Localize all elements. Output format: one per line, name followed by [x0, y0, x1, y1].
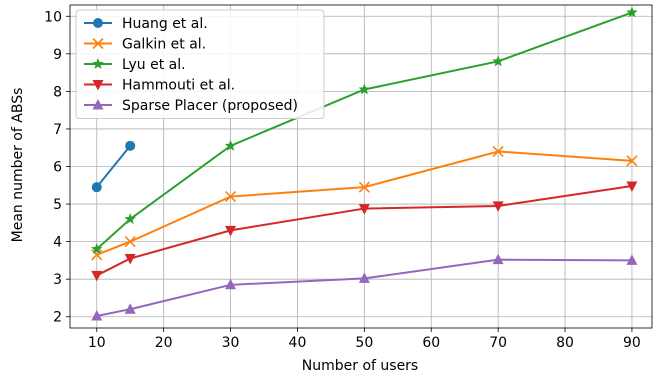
data-point	[124, 213, 136, 224]
legend-box	[75, 9, 325, 119]
data-point	[91, 182, 102, 193]
legend-label: Hammouti et al.	[122, 78, 235, 94]
y-tick-label: 3	[53, 272, 62, 288]
series-line	[96, 150, 633, 256]
legend-entry: Sparse Placer (proposed)	[84, 98, 298, 114]
data-point	[225, 278, 237, 290]
data-point	[492, 201, 504, 212]
x-tick-label: 30	[222, 335, 240, 351]
data-point	[358, 272, 370, 283]
data-point	[224, 190, 237, 203]
data-point	[358, 204, 370, 215]
y-tick-label: 4	[53, 235, 62, 251]
y-axis-ticks: 2 3 4 5 6 7 8 9 10	[44, 9, 70, 326]
data-point	[93, 18, 103, 28]
marker-stroke	[92, 37, 104, 50]
data-point	[92, 99, 104, 110]
y-tick-label: 5	[53, 197, 62, 213]
x-axis-label: Number of users	[302, 358, 418, 374]
data-point	[92, 80, 104, 91]
y-tick-label: 2	[53, 310, 62, 326]
legend-label: Sparse Placer (proposed)	[122, 98, 298, 114]
plot-frame	[69, 4, 653, 329]
series-line	[96, 185, 633, 277]
marker-stroke	[224, 190, 237, 203]
data-point	[124, 236, 136, 248]
data-point	[358, 181, 370, 193]
marker-stroke	[492, 145, 504, 158]
marker-stroke	[626, 155, 638, 167]
data-point	[124, 303, 136, 314]
y-tick-label: 10	[44, 9, 62, 25]
series-line	[96, 258, 632, 317]
data-point	[626, 6, 638, 18]
data-point	[125, 140, 136, 151]
x-tick-label: 80	[556, 335, 574, 351]
legend-label: Galkin et al.	[122, 37, 206, 53]
data-point	[91, 243, 103, 254]
series-sparse-placer-proposed	[91, 253, 638, 321]
y-tick-label: 9	[53, 47, 62, 63]
data-point	[626, 181, 638, 193]
legend-label: Huang et al.	[122, 16, 208, 32]
data-point	[225, 225, 237, 237]
x-tick-label: 70	[489, 335, 507, 351]
x-tick-label: 60	[422, 335, 440, 351]
data-series	[91, 6, 638, 321]
data-point	[492, 55, 504, 67]
data-point	[92, 58, 104, 69]
x-tick-label: 10	[88, 335, 106, 351]
data-point	[91, 249, 103, 261]
data-point	[91, 270, 103, 282]
x-axis-ticks: 10 20 30 40 50 60 70 80 90	[88, 328, 641, 351]
data-point	[492, 145, 504, 158]
series-hammouti-et-al	[91, 181, 638, 282]
marker-stroke	[358, 181, 370, 193]
y-tick-label: 6	[53, 160, 62, 176]
y-axis-label: Mean number of ABSs	[10, 88, 26, 243]
x-tick-label: 20	[155, 335, 173, 351]
legend-entry: Hammouti et al.	[84, 78, 235, 94]
data-point	[224, 139, 237, 151]
series-galkin-et-al	[91, 145, 638, 261]
legend-entry: Huang et al.	[84, 16, 208, 32]
marker-stroke	[124, 236, 136, 248]
data-point	[124, 254, 136, 265]
legend-entry: Lyu et al.	[84, 57, 186, 73]
x-tick-label: 40	[289, 335, 307, 351]
series-huang-et-al	[91, 140, 136, 193]
legend: Huang et al. Galkin et al. Lyu et al. Hammo…	[75, 9, 325, 119]
data-point	[626, 254, 638, 265]
data-point	[358, 83, 371, 95]
x-tick-label: 50	[355, 335, 373, 351]
marker-stroke	[91, 249, 103, 261]
data-point	[92, 37, 104, 50]
legend-entry: Galkin et al.	[84, 37, 206, 53]
y-tick-label: 7	[53, 122, 62, 138]
data-point	[492, 253, 504, 265]
series-line	[95, 145, 131, 188]
legend-label: Lyu et al.	[122, 57, 186, 73]
data-point	[626, 155, 638, 167]
data-point	[91, 309, 103, 321]
y-tick-label: 8	[53, 84, 62, 100]
x-tick-label: 90	[623, 335, 641, 351]
